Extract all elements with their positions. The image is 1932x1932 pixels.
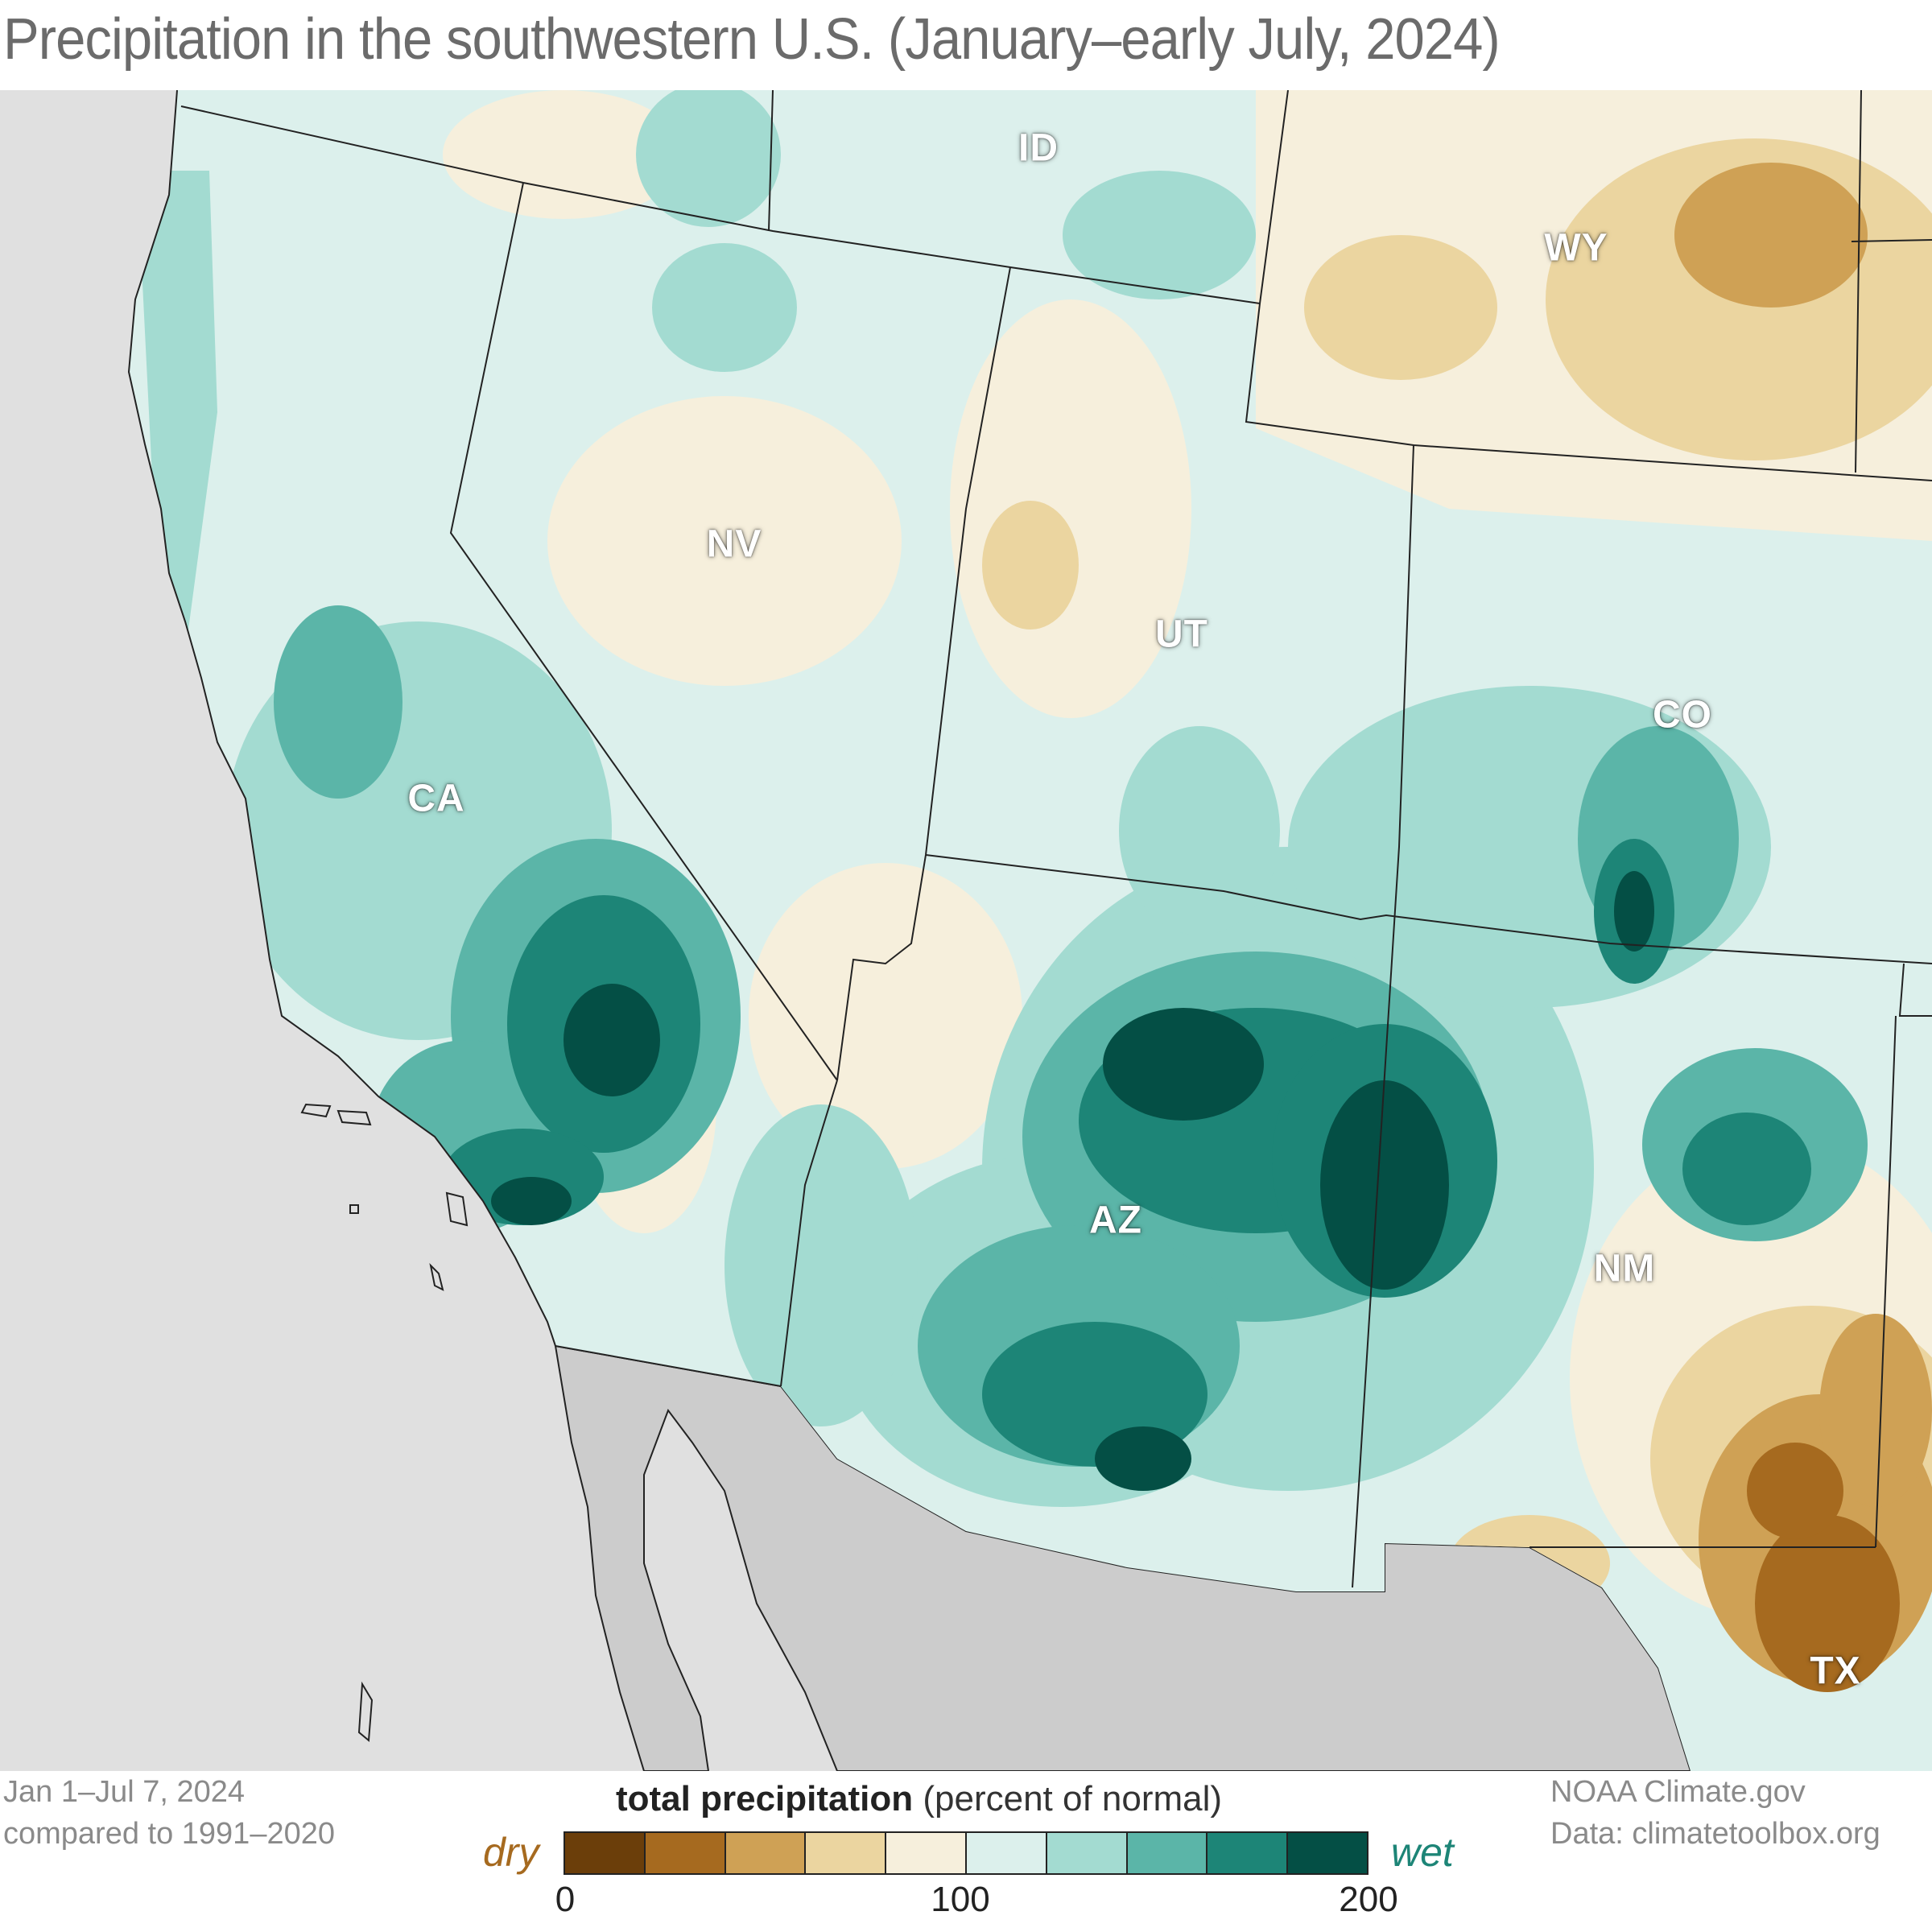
legend-title-bold: total precipitation — [616, 1779, 914, 1818]
us-outline — [127, 90, 556, 1347]
legend-color-bar — [564, 1831, 1368, 1875]
chart-title: Precipitation in the southwestern U.S. (… — [3, 7, 1501, 72]
baseline-period: compared to 1991–2020 — [3, 1817, 335, 1851]
legend-swatch-7 — [1127, 1833, 1208, 1873]
credit-org: NOAA Climate.gov — [1550, 1775, 1806, 1809]
state-label-co: CO — [1653, 693, 1712, 737]
state-borders — [180, 90, 1932, 1588]
legend-swatch-6 — [1046, 1833, 1128, 1873]
legend-dry-label: dry — [483, 1830, 539, 1875]
legend-swatch-9 — [1288, 1833, 1367, 1873]
legend-swatch-3 — [806, 1833, 887, 1873]
credit-data: Data: climatetoolbox.org — [1550, 1817, 1880, 1851]
state-label-ut: UT — [1155, 613, 1208, 656]
legend-tick-0: 0 — [555, 1880, 576, 1919]
state-label-az: AZ — [1089, 1199, 1142, 1242]
legend-tick-200: 200 — [1339, 1880, 1398, 1919]
state-label-nv: NV — [706, 522, 762, 566]
state-label-tx: TX — [1810, 1649, 1861, 1693]
precipitation-map: ID WY NV UT CO CA AZ NM TX — [0, 90, 1932, 1771]
date-range: Jan 1–Jul 7, 2024 — [3, 1775, 246, 1809]
source-credit: NOAA Climate.gov Data: climatetoolbox.or… — [1550, 1771, 1880, 1855]
state-label-nm: NM — [1593, 1247, 1656, 1290]
map-svg — [0, 90, 1932, 1771]
channel-islands — [300, 1103, 469, 1743]
legend-title: total precipitation (percent of normal) — [616, 1779, 1222, 1819]
date-range-note: Jan 1–Jul 7, 2024 compared to 1991–2020 — [3, 1771, 335, 1855]
state-label-ca: CA — [407, 777, 465, 820]
legend-title-rest: (percent of normal) — [923, 1779, 1223, 1818]
state-label-id: ID — [1018, 126, 1059, 170]
legend-tick-100: 100 — [931, 1880, 990, 1919]
legend-wet-label: wet — [1391, 1830, 1454, 1875]
legend-swatch-5 — [966, 1833, 1047, 1873]
legend-swatch-8 — [1208, 1833, 1289, 1873]
legend-swatch-4 — [886, 1833, 967, 1873]
state-label-wy: WY — [1544, 226, 1608, 270]
legend-swatch-2 — [725, 1833, 807, 1873]
legend-swatch-0 — [565, 1833, 646, 1873]
legend-swatch-1 — [645, 1833, 726, 1873]
